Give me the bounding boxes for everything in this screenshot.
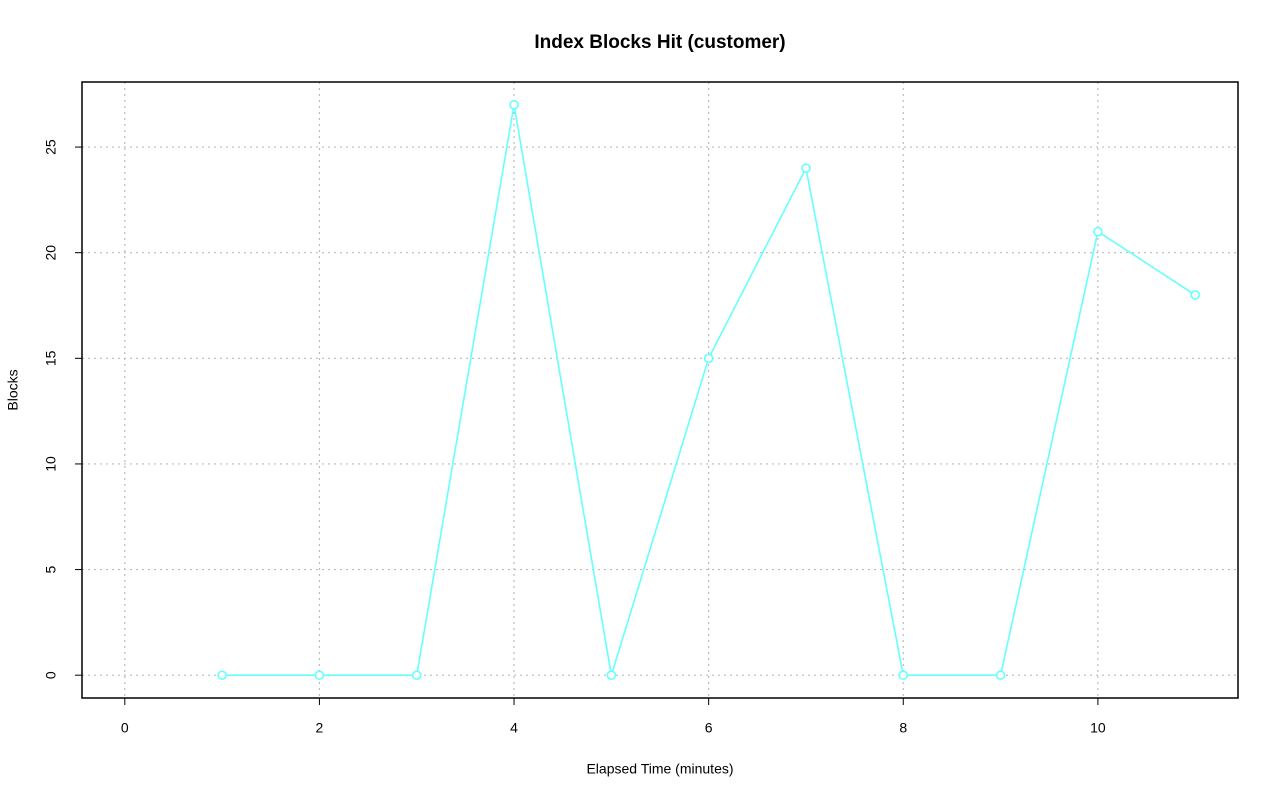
x-tick-label: 4: [510, 720, 518, 736]
point: [314, 670, 325, 680]
point: [606, 670, 617, 680]
chart-title: Index Blocks Hit (customer): [534, 32, 785, 53]
point: [703, 353, 714, 364]
point: [995, 670, 1006, 680]
point: [509, 100, 519, 110]
point: [801, 163, 811, 173]
y-tick-label: 10: [43, 456, 59, 472]
y-tick-label: 0: [43, 671, 59, 679]
x-tick-label: 10: [1090, 720, 1106, 736]
point: [898, 670, 909, 680]
y-tick-label: 20: [43, 245, 59, 261]
plot-frame: [81, 81, 1239, 699]
y-tick-label: 5: [43, 565, 59, 573]
point: [217, 670, 227, 680]
x-tick-label: 8: [899, 720, 907, 736]
x-tick-label: 6: [705, 720, 713, 736]
x-tick-label: 0: [121, 720, 129, 736]
point: [411, 670, 422, 680]
x-axis-label: Elapsed Time (minutes): [586, 761, 733, 777]
x-tick-label: 2: [316, 720, 324, 736]
y-tick-label: 25: [43, 139, 59, 155]
point: [1190, 290, 1200, 300]
point: [1093, 226, 1103, 237]
y-axis-label: Blocks: [5, 369, 21, 410]
y-tick-label: 15: [43, 350, 59, 366]
